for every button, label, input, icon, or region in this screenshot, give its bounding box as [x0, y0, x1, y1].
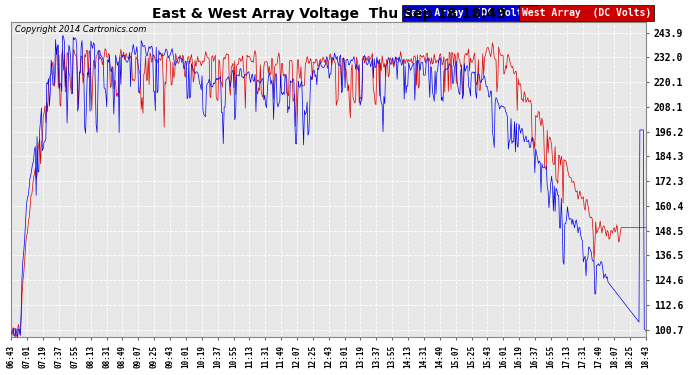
Title: East & West Array Voltage  Thu Sep 18 18:49: East & West Array Voltage Thu Sep 18 18:… [152, 7, 506, 21]
Text: West Array  (DC Volts): West Array (DC Volts) [522, 8, 651, 18]
Text: Copyright 2014 Cartronics.com: Copyright 2014 Cartronics.com [14, 25, 146, 34]
Text: East Array  (DC Volts): East Array (DC Volts) [405, 8, 534, 18]
